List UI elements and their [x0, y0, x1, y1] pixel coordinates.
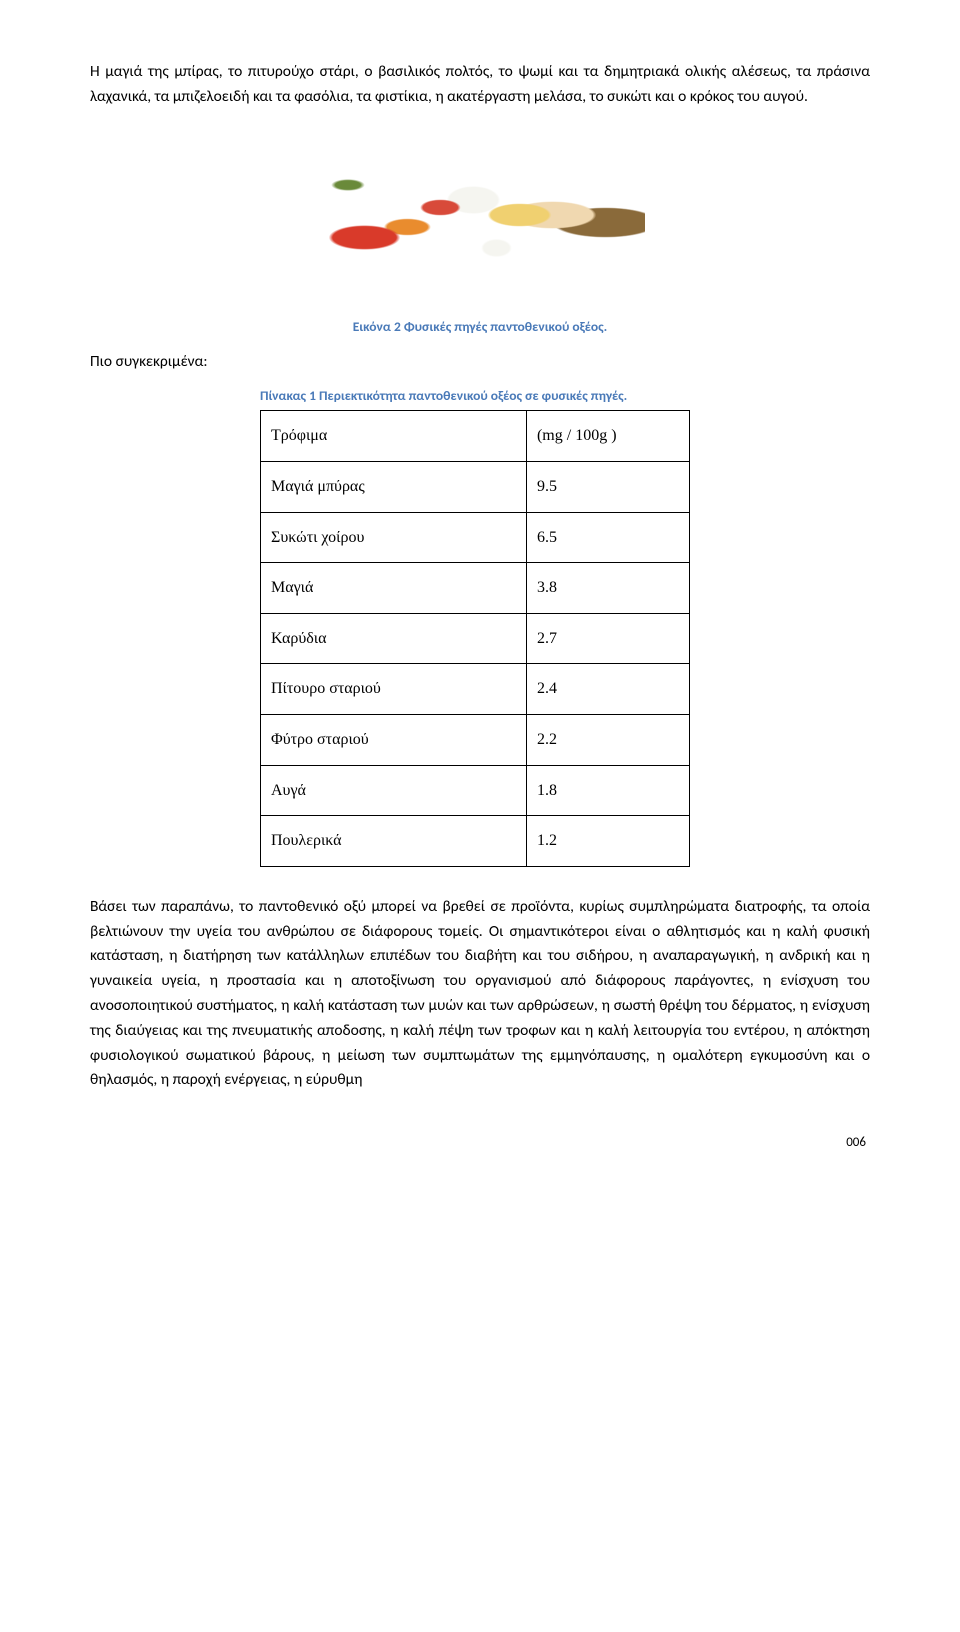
food-sources-image: [315, 140, 645, 290]
cell-value: 2.2: [526, 714, 689, 765]
cell-value: 1.2: [526, 816, 689, 867]
body-paragraph: Βάσει των παραπάνω, το παντοθενικό οξύ μ…: [90, 895, 870, 1093]
cell-food: Πουλερικά: [261, 816, 527, 867]
cell-food: Πίτουρο σταριού: [261, 664, 527, 715]
table-row: Μαγιά 3.8: [261, 563, 690, 614]
header-value: (mg / 100g ): [526, 411, 689, 462]
table-row: Φύτρο σταριού 2.2: [261, 714, 690, 765]
cell-value: 2.4: [526, 664, 689, 715]
table-row: Πίτουρο σταριού 2.4: [261, 664, 690, 715]
table-row: Αυγά 1.8: [261, 765, 690, 816]
cell-food: Αυγά: [261, 765, 527, 816]
cell-food: Καρύδια: [261, 613, 527, 664]
cell-value: 1.8: [526, 765, 689, 816]
figure-caption: Εικόνα 2 Φυσικές πηγές παντοθενικού οξέο…: [90, 316, 870, 338]
figure-wrap: [90, 140, 870, 299]
table-caption: Πίνακας 1 Περιεκτικότητα παντοθενικού οξ…: [260, 385, 870, 407]
header-food: Τρόφιμα: [261, 411, 527, 462]
subhead-text: Πιο συγκεκριμένα:: [90, 350, 870, 375]
table-header-row: Τρόφιμα (mg / 100g ): [261, 411, 690, 462]
page-number: 006: [90, 1133, 870, 1154]
cell-value: 3.8: [526, 563, 689, 614]
table-row: Καρύδια 2.7: [261, 613, 690, 664]
table-row: Συκώτι χοίρου 6.5: [261, 512, 690, 563]
table-row: Πουλερικά 1.2: [261, 816, 690, 867]
cell-food: Φύτρο σταριού: [261, 714, 527, 765]
nutrition-table: Τρόφιμα (mg / 100g ) Μαγιά μπύρας 9.5 Συ…: [260, 410, 690, 866]
cell-value: 6.5: [526, 512, 689, 563]
cell-food: Μαγιά: [261, 563, 527, 614]
cell-value: 9.5: [526, 461, 689, 512]
cell-value: 2.7: [526, 613, 689, 664]
cell-food: Μαγιά μπύρας: [261, 461, 527, 512]
table-row: Μαγιά μπύρας 9.5: [261, 461, 690, 512]
cell-food: Συκώτι χοίρου: [261, 512, 527, 563]
intro-paragraph: Η μαγιά της μπίρας, το πιτυρούχο στάρι, …: [90, 60, 870, 110]
